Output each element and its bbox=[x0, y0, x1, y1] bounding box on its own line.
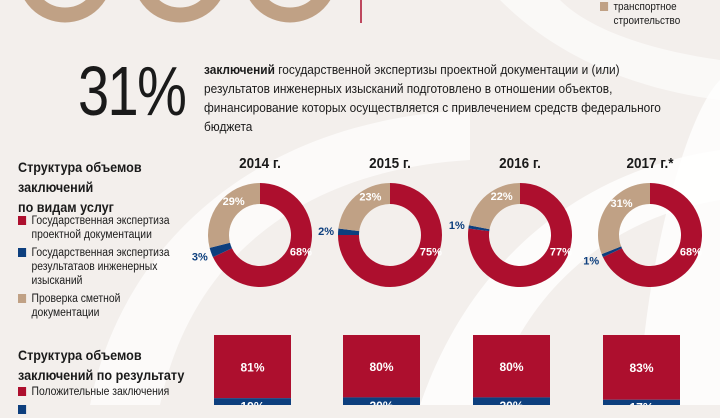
donut-segment bbox=[212, 182, 312, 287]
bar-label: 19% bbox=[240, 400, 264, 405]
section2-title: Структура объемов заключений по результа… bbox=[18, 345, 184, 385]
donut-segment bbox=[598, 183, 650, 255]
donut-segment bbox=[468, 225, 490, 232]
section1-legend: Государственная экспертиза проектной док… bbox=[18, 214, 189, 324]
donut-label: 1% bbox=[449, 220, 465, 232]
legend-swatch bbox=[600, 2, 609, 11]
headline-value: 31% bbox=[78, 52, 187, 130]
legend-swatch bbox=[18, 405, 27, 414]
title-line: заключений по результату bbox=[18, 367, 185, 383]
bar-segment bbox=[473, 335, 550, 398]
title-line: по видам услуг bbox=[18, 199, 114, 215]
bar-segment bbox=[214, 398, 291, 405]
title-line: заключений bbox=[18, 179, 94, 195]
legend-label: Государственная экспертиза результатаов … bbox=[31, 247, 170, 287]
donut-segment bbox=[209, 242, 232, 258]
donut-segment bbox=[338, 183, 442, 287]
bar-segment bbox=[473, 397, 550, 405]
legend-swatch bbox=[18, 216, 27, 225]
legend-item: Государственная экспертиза результатаов … bbox=[18, 246, 189, 288]
legend-swatch bbox=[18, 248, 27, 257]
bar-segment bbox=[603, 399, 680, 405]
title-line: Структура объемов bbox=[18, 159, 142, 175]
title-line: Структура объемов bbox=[18, 347, 142, 363]
year-label: 2014 г. bbox=[239, 155, 281, 172]
section1-title: Структура объемов заключений по видам ус… bbox=[18, 157, 142, 217]
donut-segment bbox=[601, 246, 622, 258]
donut-segment bbox=[338, 228, 360, 235]
legend-label: Положительные заключения bbox=[31, 386, 170, 398]
legend-swatch bbox=[18, 387, 27, 396]
donut-label: 1% bbox=[583, 255, 599, 267]
donut-segment bbox=[468, 183, 520, 230]
bar-label: 20% bbox=[369, 399, 393, 405]
bar-segment bbox=[603, 335, 680, 400]
year-label: 2016 г. bbox=[499, 155, 541, 172]
legend-item: Положительные заключения bbox=[18, 385, 198, 399]
donut-label: 23% bbox=[359, 192, 381, 204]
donut-label: 68% bbox=[680, 246, 702, 258]
donut-label: 3% bbox=[192, 252, 208, 264]
donut-label: 31% bbox=[611, 198, 633, 210]
donut-segment bbox=[338, 183, 390, 232]
charts: 68% 3% 29% 75% 2% 23% 77% 1% 22% 68% 1% 31% 81% 19% 80… bbox=[192, 182, 702, 405]
legend-label: Государственная экспертиза проектной док… bbox=[31, 215, 170, 241]
bar-label: 81% bbox=[240, 361, 264, 375]
headline-bold: заключений bbox=[204, 62, 275, 77]
bar-label: 17% bbox=[629, 400, 653, 405]
donut-label: 22% bbox=[491, 191, 513, 203]
bar-segment bbox=[343, 335, 420, 398]
legend-label: транспортное bbox=[613, 1, 677, 13]
donut-label: 68% bbox=[290, 246, 312, 258]
year-label: 2017 г.* bbox=[626, 155, 674, 172]
legend-item: Государственная экспертиза проектной док… bbox=[18, 214, 189, 242]
donut-label: 75% bbox=[420, 246, 442, 258]
top-legend: транспортное строительство bbox=[600, 0, 680, 28]
legend-item: Проверка сметной документации bbox=[18, 292, 189, 320]
donut-label: 2% bbox=[318, 226, 334, 238]
bar-label: 80% bbox=[499, 360, 523, 374]
donut-label: 77% bbox=[550, 246, 572, 258]
donut-segment bbox=[468, 183, 572, 287]
bar-segment bbox=[343, 397, 420, 405]
donut-segment bbox=[208, 183, 260, 248]
legend-label: строительство bbox=[613, 15, 681, 27]
legend-swatch bbox=[18, 294, 27, 303]
legend-label: Проверка сметной документации bbox=[31, 293, 121, 319]
bar-label: 83% bbox=[629, 361, 653, 375]
bar-segment bbox=[214, 335, 291, 399]
headline-text: государственной экспертизы проектной док… bbox=[204, 62, 661, 134]
headline-description: заключений государственной экспертизы пр… bbox=[204, 60, 681, 136]
donut-segment bbox=[602, 182, 702, 287]
year-label: 2015 г. bbox=[369, 155, 411, 172]
bar-label: 20% bbox=[499, 399, 523, 405]
decorative-rings bbox=[24, 0, 331, 23]
donut-label: 29% bbox=[223, 196, 245, 208]
bar-label: 80% bbox=[369, 360, 393, 374]
